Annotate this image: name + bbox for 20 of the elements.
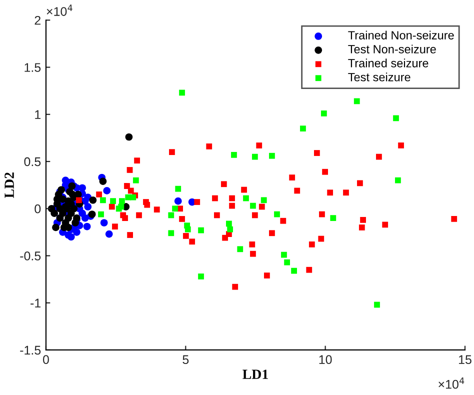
y-tick-label: 1 (35, 110, 41, 119)
legend-label: Trained seizure (348, 58, 428, 68)
y-tick-label: 0.5 (24, 157, 41, 166)
y-tick-label: 0 (34, 204, 41, 214)
x-tick-label: 10 (319, 355, 332, 364)
y-tick-label: -0.5 (20, 252, 41, 260)
legend-label: Test Non-seizure (348, 44, 436, 54)
x-axis-title: LD1 (242, 370, 268, 379)
x-tick-label: 15 (458, 355, 472, 364)
legend-label: Test seizure (348, 72, 410, 82)
y-tick-label: 2 (34, 16, 40, 25)
x-tick-label: 0 (42, 355, 49, 364)
x-tick-label: 5 (182, 355, 189, 364)
y-tick-label: -1.5 (20, 346, 41, 355)
legend-label: Trained Non-seizure (348, 30, 454, 40)
text: ×10$^{4}$ (438, 377, 464, 389)
text: ×10$^{4}$ (46, 4, 72, 16)
y-axis-title: LD2 (4, 172, 14, 198)
y-tick-label: -1 (30, 298, 41, 308)
y-tick-label: 1.5 (24, 63, 41, 72)
